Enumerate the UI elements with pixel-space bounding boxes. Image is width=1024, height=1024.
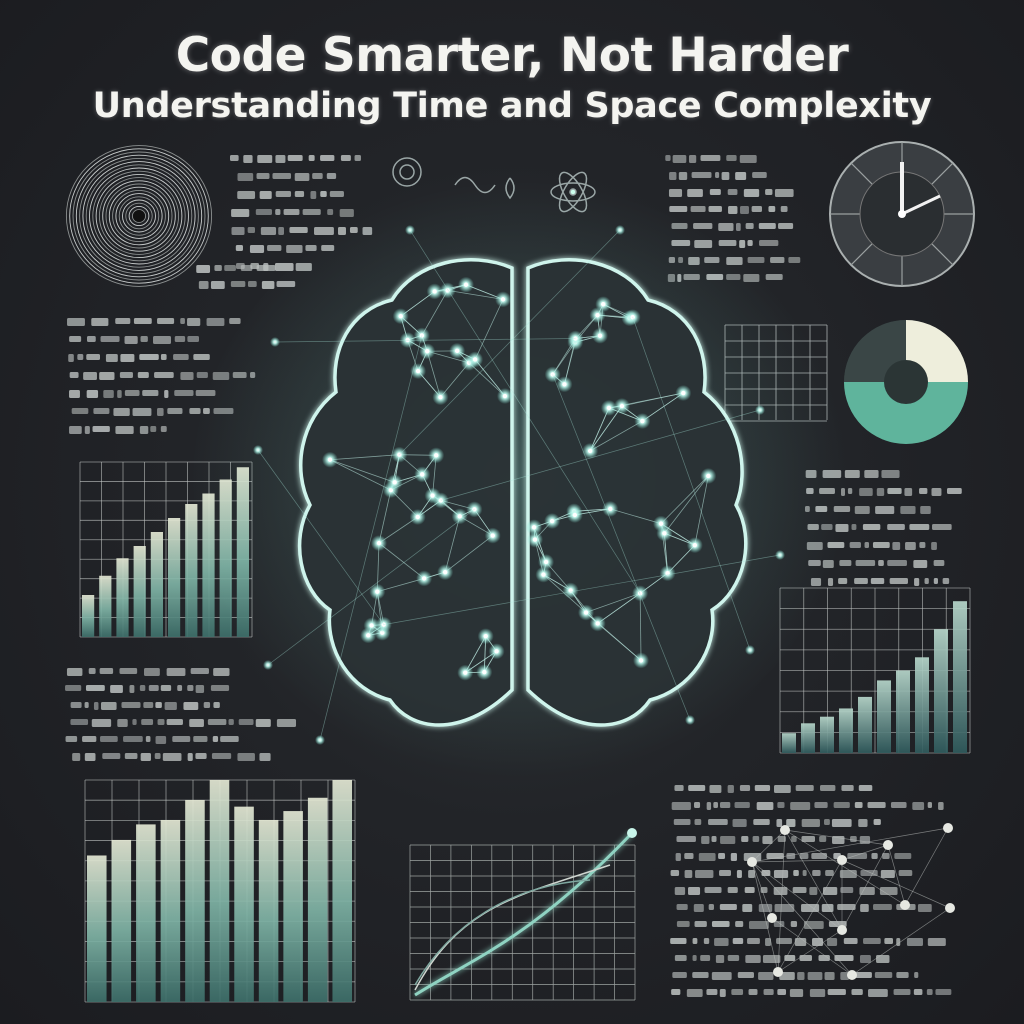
bar-chart-right bbox=[779, 587, 971, 754]
brain-network-icon bbox=[190, 180, 850, 780]
poster-title: Code Smarter, Not Harder bbox=[175, 28, 849, 83]
poster-subtitle: Understanding Time and Space Complexity bbox=[92, 86, 932, 126]
clock-icon bbox=[829, 141, 975, 287]
growth-curve-chart bbox=[409, 828, 637, 1001]
bar-chart-bottom-left bbox=[84, 779, 356, 1003]
concentric-spiral-icon bbox=[65, 145, 213, 287]
pie-chart-icon bbox=[844, 320, 968, 444]
node-graph bbox=[747, 823, 955, 980]
